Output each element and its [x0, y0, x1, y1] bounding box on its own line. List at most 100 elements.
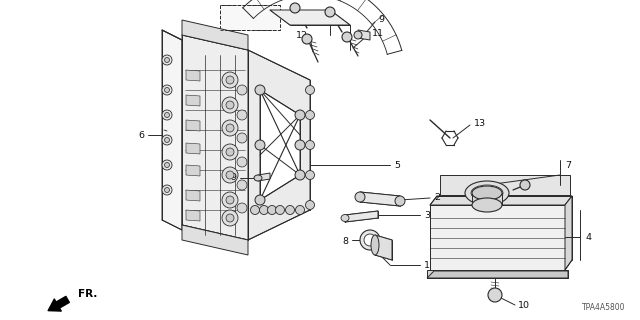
Circle shape	[285, 205, 294, 214]
Circle shape	[259, 205, 269, 214]
Circle shape	[222, 97, 238, 113]
Polygon shape	[345, 211, 378, 222]
Circle shape	[222, 120, 238, 136]
Circle shape	[237, 203, 247, 213]
Circle shape	[305, 110, 314, 119]
Circle shape	[164, 188, 170, 193]
Circle shape	[162, 185, 172, 195]
Circle shape	[295, 140, 305, 150]
Circle shape	[295, 110, 305, 120]
Text: 12: 12	[296, 30, 308, 39]
Ellipse shape	[371, 235, 379, 255]
Circle shape	[226, 214, 234, 222]
Polygon shape	[440, 175, 570, 195]
Circle shape	[164, 138, 170, 142]
Polygon shape	[186, 95, 200, 106]
Ellipse shape	[465, 181, 509, 205]
Circle shape	[520, 180, 530, 190]
Circle shape	[226, 101, 234, 109]
Circle shape	[162, 55, 172, 65]
Polygon shape	[186, 120, 200, 131]
Ellipse shape	[472, 186, 502, 200]
Text: 2: 2	[434, 194, 440, 203]
Circle shape	[268, 205, 276, 214]
Circle shape	[162, 160, 172, 170]
Polygon shape	[565, 196, 572, 270]
Circle shape	[325, 7, 335, 17]
Ellipse shape	[254, 175, 262, 181]
Circle shape	[295, 170, 305, 180]
Circle shape	[296, 205, 305, 214]
Text: 6: 6	[138, 131, 144, 140]
Circle shape	[162, 135, 172, 145]
Circle shape	[488, 288, 502, 302]
Text: 11: 11	[372, 28, 384, 37]
Polygon shape	[162, 30, 182, 230]
Circle shape	[164, 58, 170, 62]
Polygon shape	[186, 143, 200, 154]
Circle shape	[305, 140, 314, 149]
Circle shape	[342, 32, 352, 42]
Polygon shape	[186, 210, 200, 221]
Circle shape	[237, 110, 247, 120]
Circle shape	[162, 85, 172, 95]
Text: 13: 13	[474, 118, 486, 127]
Polygon shape	[220, 5, 280, 30]
Text: 4: 4	[585, 233, 591, 242]
Circle shape	[222, 210, 238, 226]
Text: 10: 10	[518, 300, 530, 309]
Polygon shape	[182, 35, 248, 240]
Circle shape	[305, 171, 314, 180]
Polygon shape	[430, 205, 565, 270]
Circle shape	[290, 3, 300, 13]
Text: 9: 9	[230, 173, 236, 182]
Ellipse shape	[364, 234, 376, 246]
Ellipse shape	[471, 185, 503, 201]
Text: 3: 3	[424, 211, 430, 220]
FancyArrowPatch shape	[48, 296, 69, 311]
Text: 9: 9	[378, 15, 384, 25]
Text: TPA4A5800: TPA4A5800	[582, 303, 625, 312]
Circle shape	[164, 163, 170, 167]
Circle shape	[222, 144, 238, 160]
Polygon shape	[186, 165, 200, 176]
Text: FR.: FR.	[78, 289, 97, 299]
Polygon shape	[248, 50, 310, 240]
Circle shape	[255, 140, 265, 150]
Ellipse shape	[360, 230, 380, 250]
Circle shape	[222, 192, 238, 208]
Circle shape	[164, 87, 170, 92]
Circle shape	[226, 76, 234, 84]
Text: 8: 8	[342, 237, 348, 246]
Polygon shape	[472, 193, 502, 205]
Circle shape	[226, 171, 234, 179]
Circle shape	[222, 72, 238, 88]
Polygon shape	[258, 173, 270, 181]
Circle shape	[222, 167, 238, 183]
Ellipse shape	[341, 214, 349, 221]
Text: 5: 5	[394, 161, 400, 170]
Circle shape	[255, 195, 265, 205]
Circle shape	[162, 110, 172, 120]
Polygon shape	[186, 70, 200, 81]
Polygon shape	[427, 270, 568, 278]
Polygon shape	[260, 90, 300, 200]
Circle shape	[305, 85, 314, 94]
Circle shape	[305, 201, 314, 210]
Polygon shape	[375, 235, 392, 260]
Polygon shape	[427, 271, 568, 278]
Text: 1: 1	[424, 260, 430, 269]
Polygon shape	[270, 10, 350, 25]
Circle shape	[237, 133, 247, 143]
Circle shape	[275, 205, 285, 214]
Ellipse shape	[355, 192, 365, 202]
Polygon shape	[182, 225, 248, 255]
Polygon shape	[358, 30, 370, 40]
Circle shape	[164, 113, 170, 117]
Circle shape	[302, 34, 312, 44]
Polygon shape	[186, 190, 200, 201]
Polygon shape	[360, 192, 400, 206]
Ellipse shape	[395, 196, 405, 206]
Polygon shape	[430, 196, 572, 205]
Circle shape	[237, 157, 247, 167]
